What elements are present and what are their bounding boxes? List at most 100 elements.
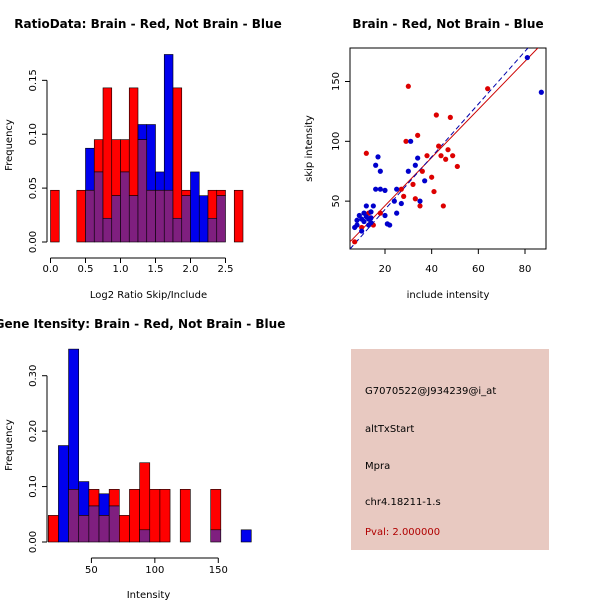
- scatter-point-brain-25: [450, 153, 456, 159]
- scatter-point-brain-15: [424, 153, 430, 159]
- scatter-x-tick-label-1: 40: [425, 264, 438, 275]
- histogram-bar-2-2: [68, 348, 80, 490]
- y-tick-label-0-3: 0.15: [28, 69, 39, 91]
- histogram-overlap-bar-0-7: [111, 195, 121, 243]
- scatter-point-not-brain-31: [412, 162, 418, 168]
- scatter-point-brain-11: [412, 196, 418, 202]
- scatter-point-not-brain-2: [354, 222, 360, 228]
- histogram-bar-2-19: [240, 529, 252, 543]
- y-axis-label-1: skip intensity: [304, 115, 315, 182]
- y-axis-label-2: Frequency: [4, 419, 15, 471]
- scatter-point-not-brain-24: [387, 222, 393, 228]
- chart-title-2: Gene Itensity: Brain - Red, Not Brain - …: [0, 317, 285, 331]
- scatter-point-brain-7: [401, 193, 407, 199]
- scatter-point-not-brain-34: [422, 178, 428, 184]
- scatter-point-brain-16: [429, 174, 435, 180]
- histogram-overlap-bar-0-14: [172, 217, 183, 243]
- histogram-bar-0-5: [93, 139, 104, 173]
- event-type-text: altTxStart: [365, 424, 415, 435]
- gene-name-text: Mpra: [365, 461, 391, 472]
- histogram-overlap-bar-0-18: [207, 217, 218, 243]
- histogram-overlap-bar-2-9: [139, 529, 151, 543]
- histogram-bar-0-15: [181, 189, 191, 196]
- histogram-overlap-bar-0-15: [181, 195, 191, 243]
- chart-title-1: Brain - Red, Not Brain - Blue: [352, 17, 543, 31]
- x-tick-label-0-2: 1.0: [113, 264, 129, 275]
- x-tick-label-0-3: 1.5: [148, 264, 164, 275]
- histogram-bar-0-19: [216, 189, 226, 196]
- histogram-bar-0-11: [146, 124, 156, 191]
- scatter-point-not-brain-12: [368, 209, 374, 215]
- histogram-bar-2-4: [88, 489, 100, 507]
- histogram-bar-0-8: [120, 139, 130, 173]
- scatter-point-not-brain-25: [391, 198, 397, 204]
- histogram-bar-2-9: [139, 462, 151, 531]
- scatter-point-not-brain-8: [363, 203, 369, 209]
- histogram-bar-2-11: [159, 489, 171, 543]
- scatter-point-brain-18: [433, 112, 439, 118]
- scatter-point-brain-5: [377, 210, 383, 216]
- scatter-x-tick-label-3: 80: [519, 264, 532, 275]
- histogram-bar-0-7: [111, 139, 121, 196]
- scatter-point-not-brain-29: [405, 168, 411, 174]
- scatter-y-tick-label-1: 100: [331, 132, 342, 151]
- y-tick-label-0-2: 0.10: [28, 123, 39, 145]
- histogram-overlap-bar-0-12: [155, 189, 165, 243]
- pval-text: Pval: 2.000000: [365, 527, 441, 538]
- x-tick-label-2-0: 50: [85, 565, 98, 576]
- x-tick-label-0-5: 2.5: [218, 264, 234, 275]
- scatter-y-tick-label-0: 50: [331, 195, 342, 208]
- histogram-overlap-bar-0-19: [216, 195, 226, 243]
- scatter-point-not-brain-21: [382, 212, 388, 219]
- histogram-overlap-bar-0-10: [137, 139, 148, 243]
- histogram-bar-0-3: [76, 189, 86, 243]
- y-tick-label-2-1: 0.10: [28, 475, 39, 497]
- probe-info-panel: G7070522@J934239@i_at altTxStart Mpra ch…: [351, 349, 549, 550]
- scatter-point-not-brain-28: [398, 200, 404, 207]
- histogram-bar-2-0: [47, 515, 59, 543]
- scatter-point-brain-9: [405, 83, 411, 89]
- scatter-point-brain-23: [445, 147, 451, 153]
- scatter-point-brain-8: [403, 138, 409, 144]
- scatter-point-brain-22: [443, 156, 449, 162]
- cluster-id-text: chr4.18211-1.s: [365, 497, 441, 508]
- histogram-bar-2-16: [210, 489, 222, 531]
- scatter-point-not-brain-30: [408, 138, 414, 144]
- histogram-bar-0-0: [50, 189, 60, 243]
- histogram-overlap-bar-0-8: [120, 171, 130, 243]
- histogram-bar-0-9: [128, 87, 139, 196]
- histogram-overlap-bar-2-6: [108, 505, 120, 543]
- histogram-overlap-bar-0-11: [146, 189, 156, 243]
- histogram-bar-2-7: [119, 515, 130, 543]
- y-tick-label-0-1: 0.05: [28, 177, 39, 199]
- histogram-bar-0-14: [172, 87, 183, 219]
- histogram-bar-2-1: [58, 445, 69, 543]
- scatter-point-brain-19: [436, 143, 442, 149]
- histogram-bar-2-8: [129, 489, 140, 543]
- probe-id-text: G7070522@J934239@i_at: [365, 386, 497, 397]
- scatter-point-not-brain-33: [417, 198, 423, 204]
- scatter-x-tick-label-2: 60: [472, 264, 485, 275]
- scatter-point-brain-14: [419, 168, 425, 174]
- histogram-overlap-bar-0-9: [128, 195, 139, 243]
- scatter-x-tick-label-0: 20: [379, 264, 392, 275]
- histogram-bar-0-4: [85, 147, 95, 191]
- fit-line-not-brain: [350, 48, 529, 249]
- scatter-point-brain-6: [398, 186, 404, 192]
- y-axis-label-0: Frequency: [4, 119, 15, 171]
- histogram-overlap-bar-2-3: [78, 515, 90, 543]
- scatter-point-not-brain-15: [370, 203, 376, 209]
- scatter-point-brain-12: [415, 132, 421, 138]
- scatter-point-brain-13: [417, 203, 423, 209]
- histogram-bar-0-21: [233, 189, 244, 243]
- scatter-y-tick-label-2: 150: [331, 72, 342, 91]
- scatter-point-brain-10: [410, 181, 416, 187]
- histogram-bar-2-5: [98, 493, 110, 516]
- histogram-overlap-bar-0-5: [93, 171, 104, 243]
- histogram-bar-0-17: [198, 195, 209, 243]
- fit-line-brain: [350, 48, 539, 243]
- scatter-point-not-brain-1: [354, 217, 360, 223]
- scatter-point-not-brain-32: [415, 155, 421, 161]
- scatter-plot-box: [349, 47, 547, 250]
- scatter-point-brain-0: [352, 239, 358, 245]
